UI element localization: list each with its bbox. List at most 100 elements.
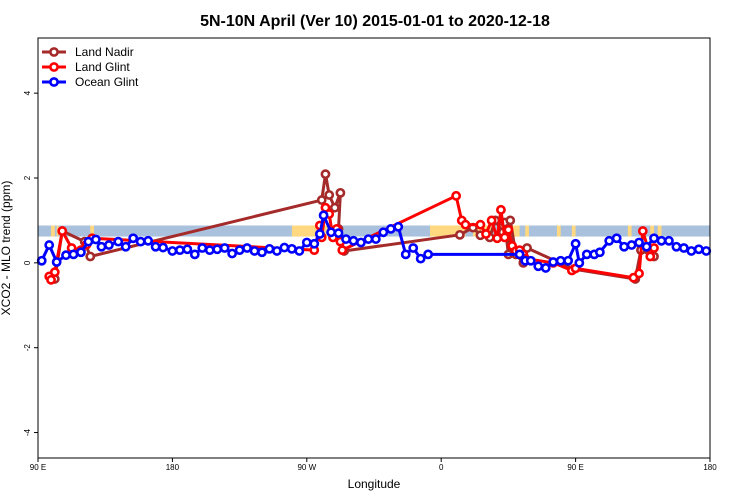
data-point-ocean-glint <box>393 221 404 232</box>
data-point-land-nadir <box>85 251 96 262</box>
data-point-ocean-glint <box>649 233 659 244</box>
data-point-ocean-glint <box>113 236 124 247</box>
band-land-segment <box>571 225 576 237</box>
data-point-ocean-glint <box>604 235 615 246</box>
y-tick-label: 2 <box>23 175 32 180</box>
data-point-ocean-glint <box>540 263 551 273</box>
data-point-ocean-glint <box>348 235 359 246</box>
data-point-ocean-glint <box>533 261 544 272</box>
data-point-ocean-glint <box>279 242 290 253</box>
data-point-ocean-glint <box>104 240 114 250</box>
data-point-ocean-glint <box>294 246 305 256</box>
data-point-ocean-glint <box>378 227 389 238</box>
data-point-ocean-glint <box>135 236 146 247</box>
data-point-ocean-glint <box>314 229 325 239</box>
data-point-ocean-glint <box>257 247 267 258</box>
data-point-ocean-glint <box>415 253 426 264</box>
plot-area <box>36 37 712 459</box>
data-point-ocean-glint <box>182 244 193 255</box>
data-point-ocean-glint <box>671 241 682 252</box>
y-tick-label: 4 <box>23 90 32 95</box>
data-point-ocean-glint <box>128 233 139 244</box>
data-point-ocean-glint <box>514 249 525 260</box>
data-point-ocean-glint <box>68 249 79 260</box>
legend-label: Land Glint <box>75 60 130 74</box>
data-point-land-glint <box>460 219 471 230</box>
data-point-ocean-glint <box>204 245 215 256</box>
data-point-ocean-glint <box>167 246 178 256</box>
data-point-ocean-glint <box>90 234 101 245</box>
data-point-land-nadir <box>324 190 335 200</box>
data-point-land-nadir <box>454 229 465 240</box>
data-point-land-nadir <box>316 195 327 205</box>
data-point-ocean-glint <box>174 245 185 256</box>
data-point-ocean-glint <box>370 234 381 244</box>
data-point-land-nadir <box>505 215 516 226</box>
data-point-ocean-glint <box>581 249 592 260</box>
data-point-land-glint <box>649 243 659 253</box>
data-point-ocean-glint <box>693 244 704 255</box>
data-point-ocean-glint <box>309 238 320 249</box>
data-point-ocean-glint <box>678 243 689 253</box>
data-point-land-glint <box>486 215 497 226</box>
data-point-land-glint <box>451 190 462 201</box>
x-axis: 90 E 180 90 W 0 90 E 180 <box>30 458 717 472</box>
data-point-land-glint <box>503 224 514 235</box>
data-point-ocean-glint <box>641 241 652 252</box>
data-point-ocean-glint <box>36 255 47 266</box>
x-tick-label: 180 <box>703 463 717 472</box>
data-point-land-glint <box>337 245 348 256</box>
data-point-ocean-glint <box>234 245 245 256</box>
data-point-ocean-glint <box>76 247 86 258</box>
series-ocean-glint <box>36 210 712 273</box>
data-point-ocean-glint <box>408 243 419 253</box>
band-land-segment <box>90 225 94 237</box>
data-point-ocean-glint <box>189 249 200 260</box>
y-axis: -4 -2 0 2 4 <box>23 90 38 436</box>
band-land-segment <box>556 225 561 237</box>
data-point-ocean-glint <box>701 246 712 256</box>
data-point-ocean-glint <box>619 241 630 252</box>
legend-swatch-marker <box>49 77 59 87</box>
data-point-ocean-glint <box>634 237 644 248</box>
data-point-land-nadir <box>335 187 346 198</box>
data-point-ocean-glint <box>333 228 344 239</box>
data-point-land-glint <box>492 233 503 244</box>
data-point-land-glint <box>634 268 644 279</box>
data-point-land-glint <box>46 274 56 285</box>
data-point-ocean-glint <box>272 246 282 256</box>
band-land-segment <box>291 225 337 237</box>
data-point-ocean-glint <box>656 235 667 246</box>
band-land-segment <box>657 225 662 237</box>
data-point-ocean-glint <box>400 249 411 260</box>
data-point-land-glint <box>57 226 68 236</box>
data-point-ocean-glint <box>249 246 260 256</box>
legend-label: Ocean Glint <box>75 75 139 89</box>
data-point-ocean-glint <box>197 243 208 253</box>
legend-entry-land-glint: Land Glint <box>42 60 130 74</box>
band-land-segment <box>51 225 55 237</box>
band-ocean <box>38 225 710 237</box>
plot-frame <box>37 37 711 459</box>
data-point-ocean-glint <box>574 257 585 268</box>
data-point-ocean-glint <box>242 243 252 253</box>
data-point-ocean-glint <box>318 210 329 221</box>
band-land-segment <box>627 225 632 237</box>
data-point-ocean-glint <box>286 243 297 254</box>
data-point-ocean-glint <box>555 255 566 266</box>
data-point-land-glint <box>637 226 648 236</box>
data-point-ocean-glint <box>61 250 71 261</box>
data-point-land-glint <box>49 267 60 278</box>
data-point-ocean-glint <box>611 233 622 244</box>
legend-entry-land-nadir: Land Nadir <box>42 45 134 59</box>
data-point-ocean-glint <box>363 234 374 244</box>
data-point-ocean-glint <box>626 240 637 250</box>
data-point-land-glint <box>496 204 506 215</box>
y-tick-label: 0 <box>23 260 32 265</box>
data-point-ocean-glint <box>686 246 697 256</box>
data-point-ocean-glint <box>83 236 94 247</box>
band-land-segment <box>525 225 529 237</box>
x-tick-label: 90 W <box>297 463 316 472</box>
